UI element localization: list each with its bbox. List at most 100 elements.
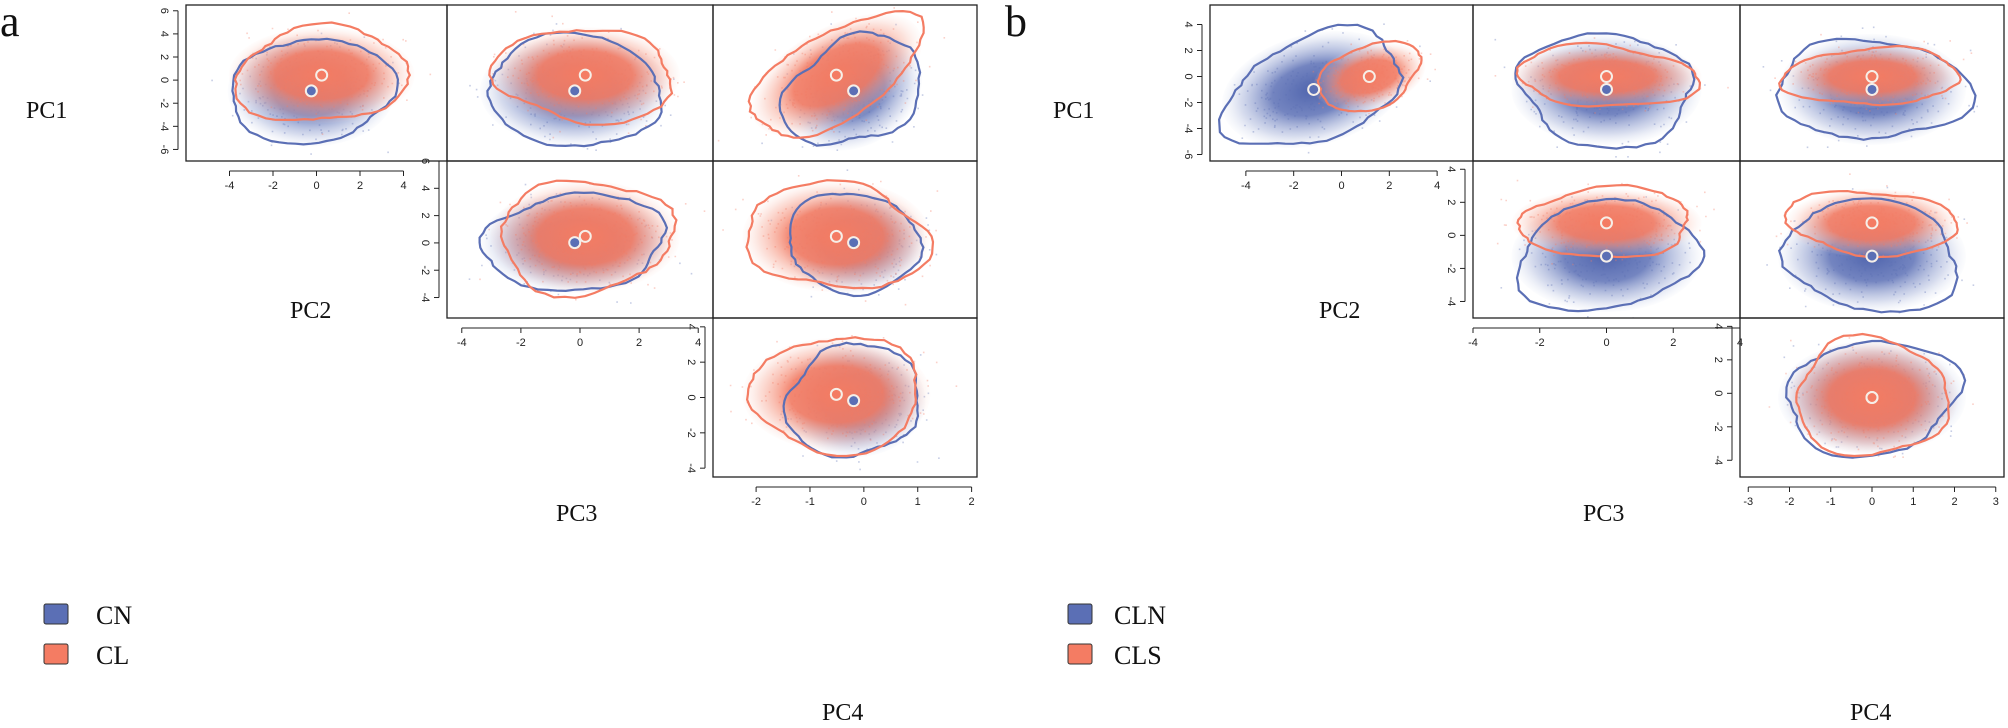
center-orange xyxy=(1865,70,1879,84)
panel-letter-b: b xyxy=(1005,0,1027,46)
y-tick-label: 0 xyxy=(1182,73,1194,79)
y-tick-label: -2 xyxy=(1445,264,1457,274)
contour-orange xyxy=(488,29,674,126)
contour-blue xyxy=(1515,197,1706,313)
y-tick-label: 6 xyxy=(158,8,170,14)
legend-label-cl: CL xyxy=(96,641,129,670)
contour-blue xyxy=(778,30,922,147)
cell-frame xyxy=(712,317,978,478)
contour-orange xyxy=(1316,39,1423,113)
y-tick-label: 2 xyxy=(685,359,697,365)
x-tick-label: 1 xyxy=(915,496,921,508)
center-orange xyxy=(1865,216,1879,230)
contour-orange xyxy=(1778,44,1962,107)
center-orange xyxy=(829,68,843,82)
y-tick-label: -4 xyxy=(1712,455,1724,465)
x-tick-label: 2 xyxy=(636,337,642,349)
pc2-label-b: PC2 xyxy=(1319,298,1360,324)
x-tick-label: 0 xyxy=(1603,337,1609,349)
center-orange xyxy=(829,387,843,401)
y-tick-label: 2 xyxy=(1182,47,1194,53)
contour-orange xyxy=(1783,189,1959,259)
y-tick-label: -6 xyxy=(158,145,170,155)
a-axes-pc2-pc3: -4 -2 0 2 4 -4 -2 0 2 4 6 xyxy=(419,158,701,349)
y-tick-label: 2 xyxy=(1445,199,1457,205)
contour-orange xyxy=(745,179,935,290)
y-tick-label: 0 xyxy=(1445,232,1457,238)
contour-orange xyxy=(233,21,412,121)
contour-orange xyxy=(499,179,678,299)
center-blue xyxy=(1865,82,1879,96)
contour-blue xyxy=(782,341,920,459)
x-tick-label: -4 xyxy=(457,337,467,349)
y-tick-label: -2 xyxy=(1712,422,1724,432)
y-tick-label: -2 xyxy=(1182,98,1194,108)
center-orange xyxy=(1865,391,1879,404)
center-blue xyxy=(1600,249,1613,263)
legend-label-cln: CLN xyxy=(1114,601,1166,630)
contour-blue xyxy=(486,31,663,148)
center-blue xyxy=(304,84,318,98)
a-cell-pc1-pc3 xyxy=(446,4,714,162)
contour-orange xyxy=(747,9,925,139)
center-blue xyxy=(1600,82,1613,96)
x-tick-label: -1 xyxy=(805,496,815,508)
y-tick-label: -4 xyxy=(419,293,431,303)
x-tick-label: -4 xyxy=(225,180,235,192)
center-blue xyxy=(568,236,582,250)
y-tick-label: -4 xyxy=(1445,297,1457,307)
y-tick-label: -2 xyxy=(419,265,431,275)
cloud-orange-points xyxy=(1774,33,1973,115)
b-cell-pc2-pc3 xyxy=(1472,160,1741,319)
center-orange xyxy=(1600,70,1613,84)
pc2-label-a: PC2 xyxy=(290,298,331,324)
center-blue xyxy=(568,84,582,98)
cloud-orange-points xyxy=(729,335,958,447)
x-tick-label: -1 xyxy=(1826,496,1836,508)
y-tick-label: 4 xyxy=(1712,323,1724,329)
x-tick-label: 2 xyxy=(1951,496,1957,508)
pc3-label-a: PC3 xyxy=(556,501,597,527)
center-orange xyxy=(1600,216,1613,230)
legend-swatch-cn xyxy=(43,603,69,625)
pc3-label-b: PC3 xyxy=(1583,501,1624,527)
contour-blue xyxy=(1777,197,1959,314)
center-blue xyxy=(847,236,861,250)
y-tick-label: 0 xyxy=(158,77,170,83)
contour-orange xyxy=(1515,41,1702,108)
x-tick-label: 2 xyxy=(357,180,363,192)
a-cell-pc1-pc2 xyxy=(185,4,448,162)
pc4-label-b: PC4 xyxy=(1850,700,1891,726)
y-tick-label: 2 xyxy=(158,54,170,60)
legend-swatch-cls xyxy=(1067,643,1093,665)
cloud-orange xyxy=(479,180,706,301)
legend-label-cn: CN xyxy=(96,601,132,630)
pc1-label-b: PC1 xyxy=(1053,98,1094,124)
contour-orange xyxy=(1516,183,1689,259)
x-tick-label: 3 xyxy=(1993,496,1999,508)
y-tick-label: -4 xyxy=(685,463,697,473)
x-tick-label: 4 xyxy=(1434,180,1440,192)
legend-a: CN CL xyxy=(43,601,132,670)
center-blue xyxy=(847,84,861,98)
y-tick-label: 0 xyxy=(1712,390,1724,396)
b-cell-pc1-pc2 xyxy=(1209,4,1474,162)
legend-swatch-cln xyxy=(1067,603,1093,625)
x-tick-label: -2 xyxy=(1535,337,1545,349)
contour-blue xyxy=(478,191,669,293)
center-orange xyxy=(829,229,843,243)
y-tick-label: 4 xyxy=(1182,21,1194,27)
contour-blue xyxy=(1217,23,1405,145)
x-tick-label: -2 xyxy=(268,180,278,192)
contour-blue xyxy=(231,37,400,146)
x-tick-label: -2 xyxy=(516,337,526,349)
center-orange xyxy=(578,68,592,82)
cloud-orange xyxy=(729,335,958,451)
x-tick-label: 0 xyxy=(1338,180,1344,192)
cell-frame xyxy=(1739,317,2005,478)
y-tick-label: 4 xyxy=(419,185,431,191)
a-cell-pc1-pc4 xyxy=(712,4,978,162)
y-tick-label: 0 xyxy=(685,394,697,400)
